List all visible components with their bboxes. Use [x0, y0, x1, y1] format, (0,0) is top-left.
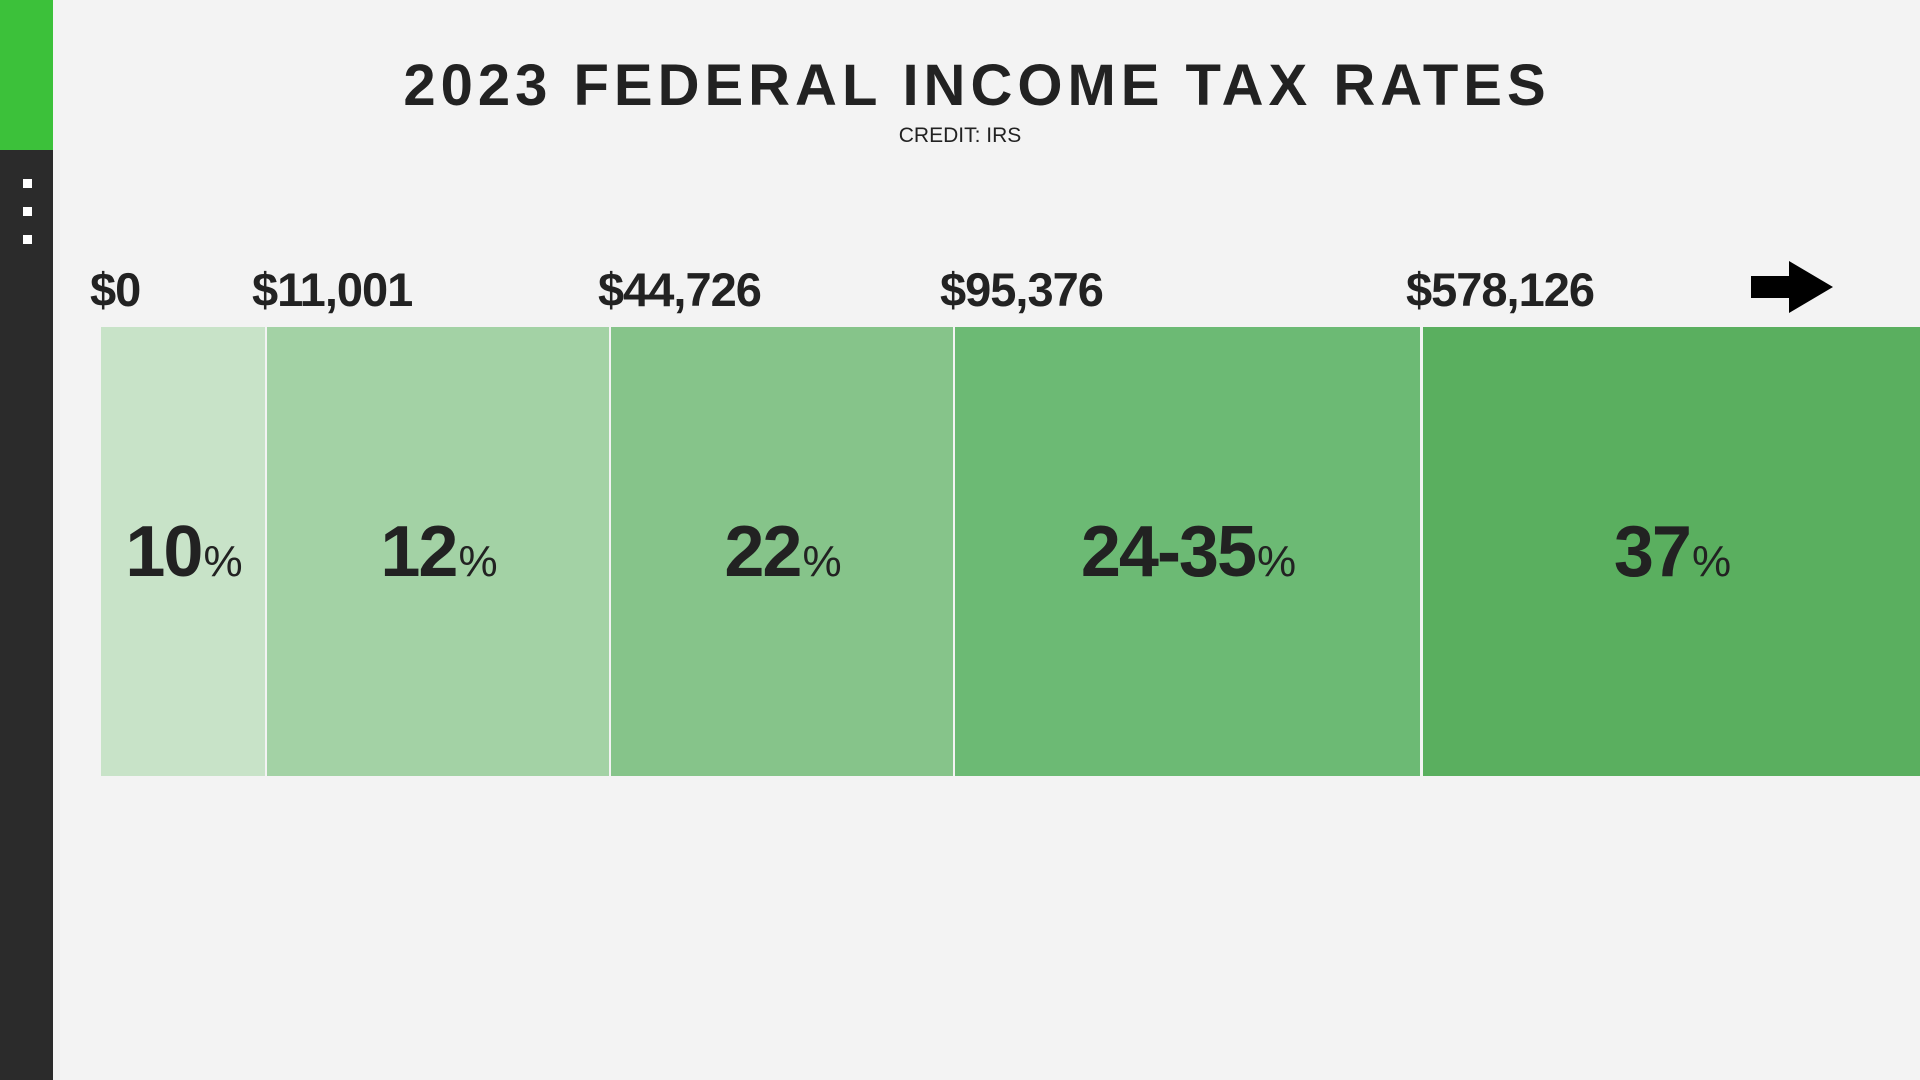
bracket-bar: 10%	[101, 327, 265, 776]
percent-sign: %	[1691, 536, 1731, 586]
threshold-label: $95,376	[940, 263, 1104, 316]
rate-value: 10	[125, 511, 203, 592]
threshold-label: $578,126	[1406, 263, 1595, 316]
percent-sign: %	[458, 536, 497, 586]
bracket-bar: 24-35%	[955, 327, 1420, 776]
bracket-bar: 12%	[267, 327, 609, 776]
threshold-label: $44,726	[598, 263, 762, 316]
percent-sign: %	[1257, 536, 1296, 586]
rate-label: 24-35%	[1080, 511, 1296, 593]
threshold-label: $11,001	[252, 263, 413, 316]
chart-title: 2023 FEDERAL INCOME TAX RATES	[403, 53, 1551, 118]
threshold-label: $0	[90, 263, 141, 316]
rate-label: 37%	[1613, 511, 1731, 593]
rate-value: 37	[1613, 511, 1692, 592]
rate-value: 24-35	[1080, 511, 1257, 592]
rate-label: 10%	[125, 511, 242, 593]
rate-value: 12	[380, 511, 458, 592]
bracket-bar: 22%	[611, 327, 953, 776]
sidebar-accent-block	[0, 0, 53, 150]
percent-sign: %	[203, 536, 242, 586]
arrow-right-icon	[1751, 261, 1833, 313]
bracket-bar: 37%	[1423, 327, 1920, 776]
rate-label: 22%	[724, 511, 841, 593]
chart-credit: CREDIT: IRS	[898, 124, 1022, 147]
rate-label: 12%	[380, 511, 497, 593]
percent-sign: %	[802, 536, 841, 586]
rate-value: 22	[724, 511, 802, 592]
sidebar	[0, 0, 53, 1080]
